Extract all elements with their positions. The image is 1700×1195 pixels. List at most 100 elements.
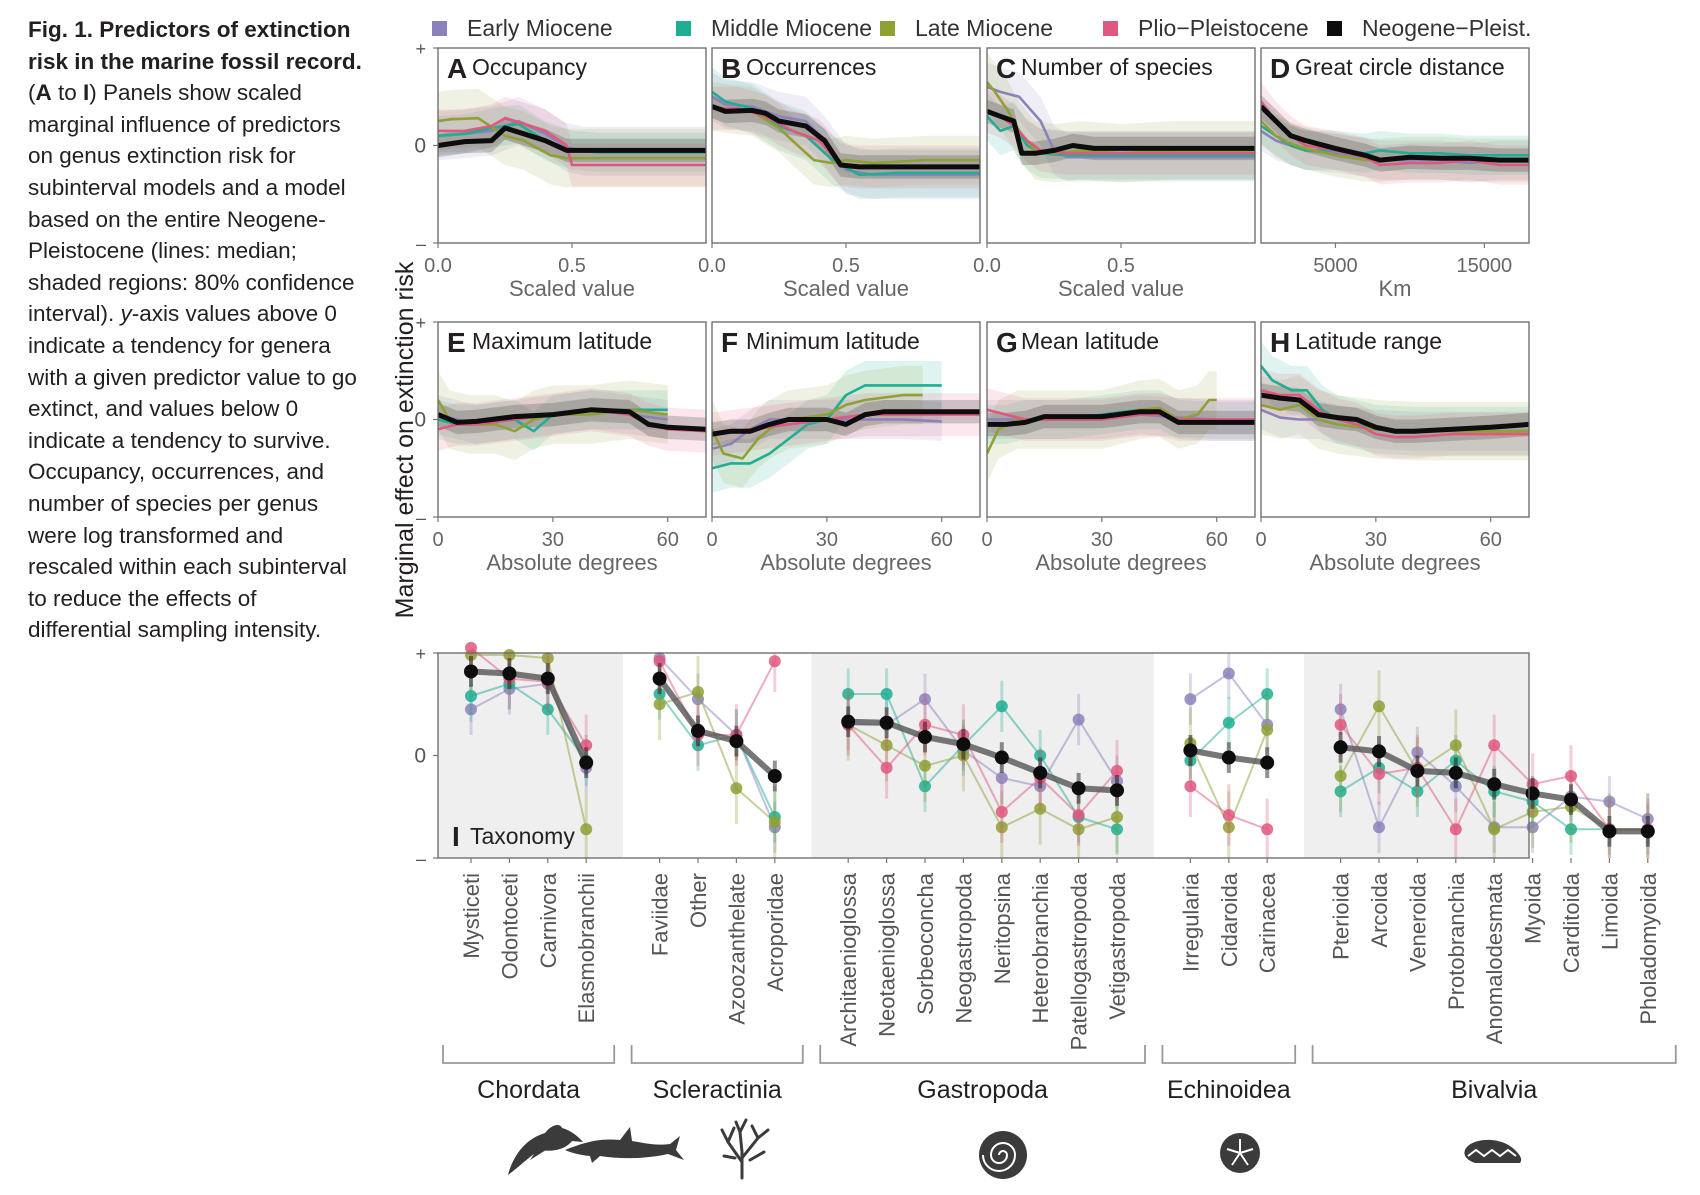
ci-band <box>438 88 706 188</box>
taxon-point <box>880 688 893 700</box>
group-label: Scleractinia <box>653 1076 782 1104</box>
ci-band <box>438 96 706 176</box>
x-axis-label: Scaled value <box>783 276 909 301</box>
category-label: Faviidae <box>648 873 673 956</box>
category-label: Carditoida <box>1559 872 1584 973</box>
ci-band <box>712 361 942 493</box>
legend-swatch <box>432 21 447 36</box>
median-line <box>1261 403 1529 433</box>
figure-caption: Fig. 1. Predictors of extinction risk in… <box>28 14 363 646</box>
taxon-point <box>1411 785 1424 798</box>
caption-text: ( <box>28 80 36 106</box>
taxon-point <box>653 655 666 668</box>
taxon-point <box>880 761 893 774</box>
x-tick-label: 60 <box>1206 529 1228 551</box>
taxon-point <box>1372 744 1386 759</box>
x-tick-label: 0.0 <box>424 255 452 277</box>
y-tick-label: – <box>416 849 426 869</box>
x-tick-label: 5000 <box>1313 255 1358 277</box>
category-label: Heterobranchia <box>1028 872 1053 1023</box>
ci-band <box>712 87 980 189</box>
ci-band <box>1261 390 1529 451</box>
legend-label: Early Miocene <box>467 15 613 41</box>
taxon-point <box>692 685 704 698</box>
group-bracket <box>1161 1045 1297 1064</box>
y-tick-label: + <box>415 313 426 333</box>
category-label: Myoida <box>1521 872 1546 944</box>
x-tick-label: 60 <box>931 529 953 551</box>
taxon-point <box>1449 780 1462 793</box>
x-axis-label: Km <box>1379 276 1412 301</box>
caption-title: Fig. 1. Predictors of extinction risk in… <box>28 17 362 74</box>
legend-swatch <box>676 21 691 36</box>
taxon-point <box>1334 785 1347 798</box>
group-shade <box>438 653 623 858</box>
taxon-point <box>919 759 931 772</box>
panel-letter: F <box>721 327 738 358</box>
plot-area <box>1261 82 1529 185</box>
group-shade <box>811 653 1154 858</box>
group-bracket <box>442 1045 616 1064</box>
x-axis-label: Scaled value <box>509 276 635 301</box>
taxon-point <box>653 698 666 711</box>
median-line <box>987 409 1255 427</box>
taxon-point <box>1602 824 1617 839</box>
panel-letter: I <box>452 821 460 852</box>
x-tick-label: 0.5 <box>558 255 586 277</box>
panel-letter: A <box>447 53 467 84</box>
taxon-point <box>1640 824 1655 839</box>
y-tick-label: – <box>416 508 426 528</box>
panel-title: Occupancy <box>472 54 588 80</box>
plot-area <box>1261 341 1529 461</box>
taxon-point <box>1373 700 1385 713</box>
ci-band <box>1261 375 1529 461</box>
x-tick-label: 60 <box>1480 529 1502 551</box>
x-tick-label: 0 <box>981 529 992 551</box>
connector-line <box>847 723 1118 831</box>
panel-i: +0 – I Taxonomy Mysticeti Odontoceti Carnivora… <box>414 641 1677 1104</box>
y-tick-label: + <box>415 39 426 59</box>
connector-line <box>470 682 588 762</box>
median-line <box>1261 389 1529 439</box>
x-axis-label: Scaled value <box>1058 276 1184 301</box>
taxon-point <box>1261 723 1274 736</box>
median-line <box>712 384 942 470</box>
category-label: Neogastropoda <box>951 872 976 1023</box>
category-label: Elasmobranchii <box>574 873 599 1023</box>
x-tick-label: 30 <box>1091 529 1113 551</box>
taxon-point <box>956 737 971 752</box>
group-label: Bivalvia <box>1451 1076 1537 1104</box>
taxon-point <box>1033 765 1048 780</box>
taxon-point <box>842 688 855 700</box>
legend-item: Neogene−Pleist. <box>1327 15 1531 41</box>
caption-label-i: I <box>83 80 90 106</box>
taxon-point <box>1373 767 1385 780</box>
taxon-point <box>919 693 931 706</box>
sand-dollar-icon <box>1220 1133 1260 1173</box>
caption-text: -axis values above 0 indicate a tendency… <box>28 301 357 643</box>
group-bracket <box>819 1045 1146 1064</box>
ci-band <box>438 390 668 451</box>
taxon-point <box>580 739 593 752</box>
panel-title: Minimum latitude <box>746 328 920 354</box>
panel-frame <box>437 652 1530 859</box>
median-line <box>438 116 706 167</box>
category-label: Acroporidae <box>763 873 788 992</box>
ci-band <box>987 370 1217 483</box>
category-label: Mysticeti <box>459 873 484 959</box>
taxon-point <box>1487 777 1502 792</box>
category-label: Vetigastropoda <box>1105 872 1130 1020</box>
taxon-point <box>1525 786 1540 801</box>
taxon-point <box>1184 693 1197 706</box>
taxon-point <box>652 671 667 686</box>
plot-area <box>987 370 1255 483</box>
taxon-point <box>918 730 932 745</box>
taxon-point <box>541 703 554 716</box>
group-label: Gastropoda <box>917 1076 1048 1104</box>
taxon-point <box>1373 821 1385 834</box>
category-label: Arcoida <box>1367 872 1392 947</box>
